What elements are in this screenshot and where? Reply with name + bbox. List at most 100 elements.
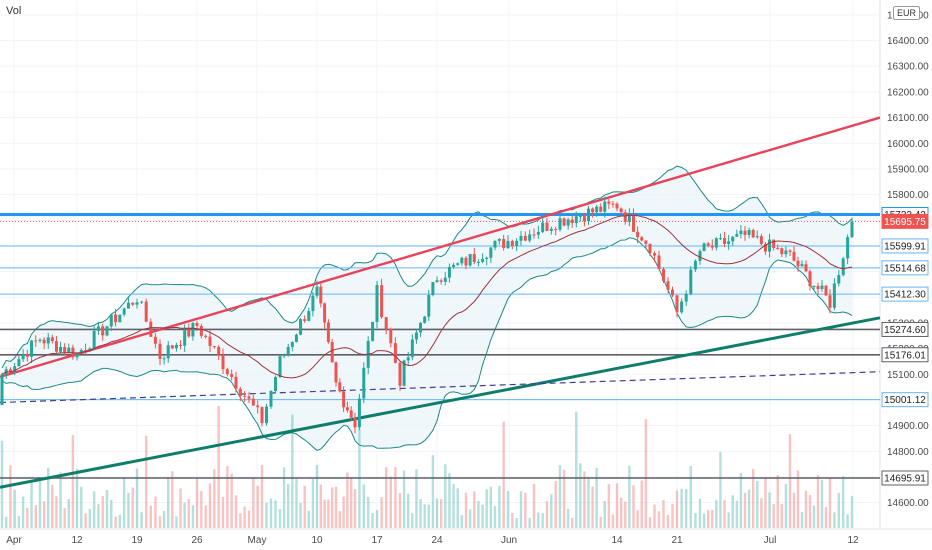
trend-lines[interactable] <box>0 116 881 489</box>
x-tick-label: Jul <box>764 535 777 546</box>
candle-body <box>680 301 684 313</box>
volume-bar <box>299 502 302 528</box>
volume-bar <box>468 509 472 528</box>
volume-bar <box>644 419 648 528</box>
volume-bar <box>784 484 788 528</box>
volume-bar <box>407 493 410 528</box>
candle-body <box>204 335 208 337</box>
volume-bar <box>702 513 706 528</box>
price-label-text: 15176.01 <box>884 350 926 361</box>
volume-bar <box>291 414 294 528</box>
price-label-text: 15274.60 <box>884 325 926 336</box>
candle-body <box>743 230 747 235</box>
moving-average <box>1 214 853 379</box>
horizontal-levels[interactable] <box>0 213 880 479</box>
candle-body <box>406 357 410 361</box>
candle-body <box>311 295 315 312</box>
volume-bar <box>591 486 594 528</box>
candle-body <box>493 240 497 248</box>
lower-band <box>1 237 853 451</box>
candle-body <box>384 317 388 330</box>
volume-bar <box>653 504 656 528</box>
candle-body <box>431 282 435 296</box>
volume-bar <box>537 512 540 528</box>
candle-body <box>816 285 820 290</box>
volume-bar <box>88 509 92 528</box>
volume-bar <box>38 477 42 528</box>
y-tick-label: 14800.00 <box>887 447 929 458</box>
volume-bar <box>375 510 379 528</box>
price-label-text: 15514.68 <box>884 263 926 274</box>
volume-label: Vol <box>6 5 22 17</box>
x-tick-label: May <box>248 535 267 546</box>
candle-body <box>739 230 743 235</box>
candle-body <box>54 341 58 352</box>
candle-body <box>653 253 656 256</box>
candle-body <box>702 243 706 252</box>
candle-body <box>536 231 540 235</box>
candle-body <box>303 319 307 321</box>
volume-bar <box>315 465 319 528</box>
currency-badge[interactable]: EUR <box>893 6 921 20</box>
volume-bar <box>498 485 501 528</box>
candle-body <box>846 237 850 259</box>
volume-bar <box>780 503 784 528</box>
volume-bar <box>385 467 388 528</box>
volume-bar <box>171 471 174 528</box>
volume-bar <box>431 455 435 528</box>
candle-body <box>217 346 221 355</box>
candle-body <box>607 201 611 204</box>
volume-bar <box>278 509 282 528</box>
volume-bar <box>792 492 796 528</box>
candle-body <box>763 244 767 252</box>
volume-bar <box>583 471 586 528</box>
candle-body <box>96 326 100 331</box>
volume-bar <box>619 497 623 528</box>
volume-bar <box>411 513 414 528</box>
volume-bar <box>154 496 157 528</box>
volume-bar <box>828 477 832 528</box>
price-labels: 15722.4215695.7515599.9115514.6815412.30… <box>881 207 929 486</box>
volume-bar <box>208 483 212 528</box>
candle-body <box>489 247 493 258</box>
volume-bar <box>34 505 37 528</box>
candle-body <box>230 374 234 377</box>
candle-body <box>342 391 346 408</box>
volume-bar <box>554 481 557 528</box>
candle-body <box>472 254 476 263</box>
volume-bar <box>760 498 763 528</box>
volume-bar <box>489 486 493 528</box>
candle-body <box>772 239 776 248</box>
volume-bar <box>371 513 374 528</box>
volume-bar <box>311 479 315 528</box>
volume-bar <box>183 502 186 528</box>
candle-body <box>684 293 688 302</box>
candle-body <box>710 245 714 248</box>
candle-body <box>723 238 727 244</box>
candle-body <box>67 347 71 353</box>
volume-bar <box>367 496 370 528</box>
candle-body <box>131 302 135 305</box>
candle-body <box>92 330 96 349</box>
volume-bar <box>541 513 544 528</box>
y-tick-label: 15900.00 <box>887 164 929 175</box>
volume-bar <box>772 504 775 528</box>
volume-bar <box>842 476 845 528</box>
candle-body <box>456 263 460 265</box>
volume-bar <box>13 489 16 528</box>
candle-body <box>582 216 586 222</box>
candle-body <box>427 295 431 317</box>
volume-bar <box>230 473 233 528</box>
candle-body <box>832 283 836 308</box>
volume-bar <box>319 484 322 528</box>
volume-bar <box>624 501 627 528</box>
candle-body <box>812 285 816 287</box>
x-tick-label: 12 <box>71 535 83 546</box>
volume-bar <box>9 465 12 528</box>
candle-body <box>751 229 755 238</box>
candle-body <box>675 295 679 313</box>
candle-body <box>419 322 423 333</box>
time-axis[interactable]: Apr 12 19 26 May 10 17 24 Jun 14 21 Jul 12 <box>6 535 859 546</box>
y-tick-label: 16100.00 <box>887 113 929 124</box>
